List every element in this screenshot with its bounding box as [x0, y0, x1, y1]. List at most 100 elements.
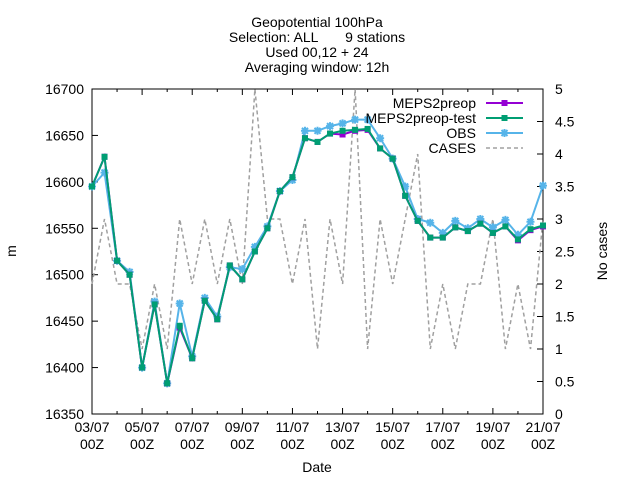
data-point-core — [365, 117, 371, 123]
x-tick-label-hour: 00Z — [531, 436, 556, 452]
data-point — [264, 225, 271, 232]
y-tick-label: 16700 — [45, 81, 84, 97]
y2-tick-label: 1.5 — [555, 309, 575, 325]
y-tick-label: 16350 — [45, 406, 84, 422]
title-line-3: Used 00,12 + 24 — [265, 44, 368, 60]
y2-tick-label: 4 — [555, 146, 563, 162]
data-point — [364, 125, 371, 132]
data-point-core — [177, 301, 183, 306]
data-point — [101, 153, 108, 160]
data-point — [427, 234, 434, 241]
x-tick-label-hour: 00Z — [180, 436, 205, 452]
data-point — [176, 322, 183, 329]
legend-label: MEPS2preop-test — [366, 110, 477, 126]
data-point-core — [502, 217, 508, 223]
data-point-core — [327, 123, 333, 129]
data-point — [126, 271, 133, 278]
data-point — [352, 126, 359, 133]
data-point — [489, 229, 496, 236]
data-point-core — [302, 128, 308, 134]
data-point-core — [239, 266, 245, 272]
x-tick-label-date: 07/07 — [175, 419, 210, 435]
x-tick-label-date: 13/07 — [325, 419, 360, 435]
data-point — [276, 188, 283, 195]
data-point-core — [340, 120, 346, 126]
data-point — [339, 131, 346, 138]
y-tick-label: 16550 — [45, 220, 84, 236]
x-tick-label-hour: 00Z — [330, 436, 355, 452]
y2-tick-label: 3.5 — [555, 179, 575, 195]
data-point — [114, 257, 121, 264]
y2-tick-label: 0 — [555, 406, 563, 422]
data-point — [452, 224, 459, 231]
legend-marker — [501, 100, 508, 106]
y2-tick-label: 2 — [555, 276, 563, 292]
x-tick-label-hour: 00Z — [381, 436, 406, 452]
chart-title: Geopotential 100hPa Selection: ALL 9 sta… — [229, 14, 405, 75]
data-point — [339, 127, 346, 134]
y-axis-label: m — [3, 245, 19, 257]
data-point — [377, 145, 384, 152]
data-point — [226, 262, 233, 269]
series-line — [91, 88, 544, 350]
data-point-core — [440, 230, 446, 236]
x-axis-label: Date — [302, 459, 332, 475]
title-line-4: Averaging window: 12h — [245, 59, 390, 75]
title-line-2: Selection: ALL 9 stations — [229, 29, 405, 45]
data-point — [514, 236, 521, 243]
data-point-core — [102, 170, 108, 176]
x-tick-label-date: 15/07 — [375, 419, 410, 435]
data-point — [201, 297, 208, 304]
series-layer — [88, 88, 547, 388]
data-point — [251, 248, 258, 255]
data-point — [189, 355, 196, 362]
y2-tick-label: 2.5 — [555, 244, 575, 260]
data-point-core — [527, 219, 533, 225]
x-tick-label-date: 03/07 — [74, 419, 109, 435]
data-point — [314, 138, 321, 145]
axes: 16350 16400 16450 16500 16550 16600 16650 16700… — [45, 81, 575, 452]
y2-tick-label: 1 — [555, 341, 563, 357]
data-point — [89, 183, 95, 190]
legend-label: MEPS2preop — [393, 95, 476, 111]
data-point-core — [352, 117, 358, 123]
data-point — [239, 276, 246, 283]
data-point — [464, 228, 471, 235]
y-tick-label: 16650 — [45, 127, 84, 143]
data-point — [327, 130, 334, 137]
data-point — [502, 223, 509, 230]
data-point — [540, 222, 546, 229]
data-point — [389, 155, 396, 162]
x-tick-label-date: 21/07 — [525, 419, 560, 435]
data-point-core — [427, 220, 433, 226]
x-tick-label-date: 17/07 — [425, 419, 460, 435]
data-point — [414, 217, 421, 224]
y2-axis-label: No cases — [594, 222, 610, 280]
x-tick-label-date: 19/07 — [475, 419, 510, 435]
y-tick-label: 16400 — [45, 360, 84, 376]
data-point — [139, 364, 146, 371]
x-tick-label-hour: 00Z — [80, 436, 105, 452]
y2-tick-label: 3 — [555, 211, 563, 227]
data-point — [439, 234, 446, 241]
x-tick-label-date: 11/07 — [275, 419, 309, 435]
legend-label: OBS — [446, 125, 476, 141]
data-point — [301, 135, 308, 142]
data-point-core — [402, 184, 408, 189]
x-tick-label-date: 09/07 — [225, 419, 260, 435]
data-point-core — [540, 183, 546, 189]
legend-marker — [500, 129, 509, 137]
data-point-core — [490, 224, 496, 230]
data-point — [477, 220, 484, 227]
series-cases — [91, 88, 544, 350]
data-point — [151, 301, 158, 308]
y2-tick-label: 5 — [555, 81, 563, 97]
x-tick-label-hour: 00Z — [280, 436, 305, 452]
data-point-core — [252, 244, 258, 250]
data-point — [214, 316, 221, 323]
y-tick-label: 16500 — [45, 267, 84, 283]
plot-frame — [91, 88, 544, 415]
y2-tick-label: 0.5 — [555, 374, 575, 390]
x-tick-label-hour: 00Z — [230, 436, 255, 452]
data-point-core — [515, 232, 521, 238]
